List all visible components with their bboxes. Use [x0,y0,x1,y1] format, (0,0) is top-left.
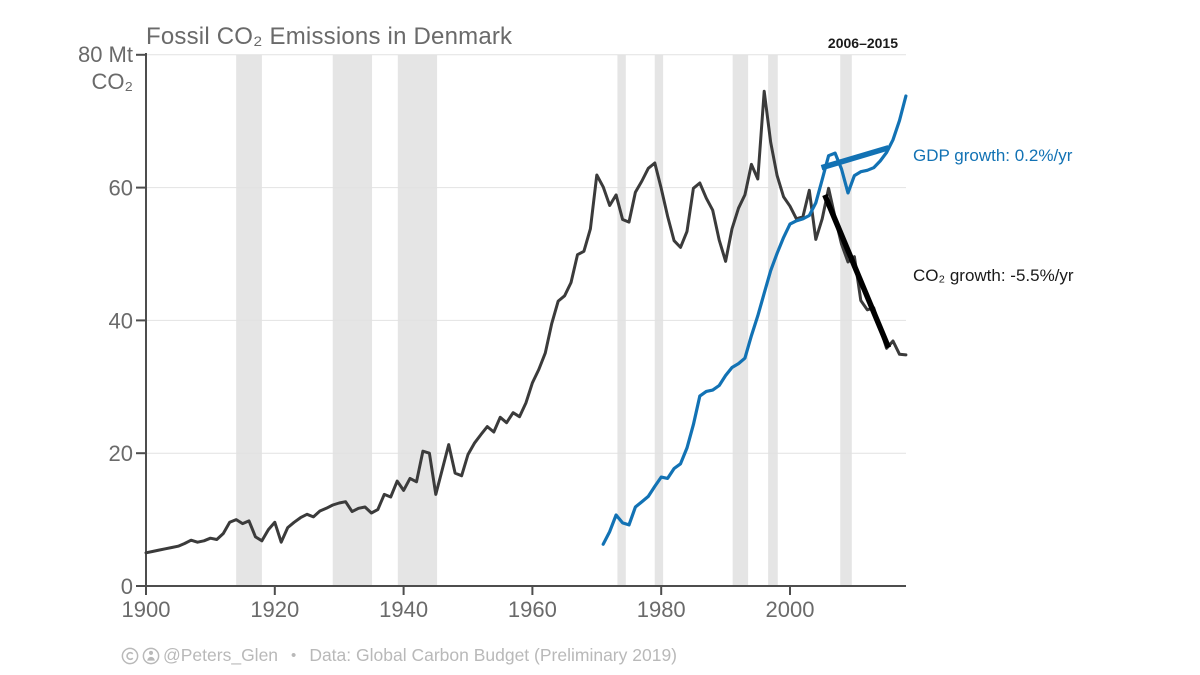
credit-separator: • [291,647,297,664]
cc-icon [121,647,139,664]
cc-by-icon [142,647,160,664]
y-axis-unit-line2: CO₂ [91,69,133,94]
co2-trend-line [822,193,892,349]
x-tick-label: 1920 [250,597,299,622]
gdp-growth-annotation: GDP growth: 0.2%/yr [913,146,1073,165]
y-axis-unit-label: 80 Mt CO₂ [30,41,133,95]
y-tick-label: 0 [121,574,133,599]
y-tick-label: 40 [109,308,133,333]
credit-footer: @Peters_Glen • Data: Global Carbon Budge… [121,645,677,666]
x-tick-label: 1980 [637,597,686,622]
x-tick-label: 2000 [766,597,815,622]
x-tick-label: 1940 [379,597,428,622]
co2-series-line [144,89,908,555]
x-tick-label: 1900 [122,597,171,622]
credit-handle: @Peters_Glen [163,645,279,665]
y-axis-unit-line1: 80 Mt [77,42,133,67]
trend-period-label: 2006–2015 [827,35,898,51]
co2-growth-annotation: CO₂ growth: -5.5%/yr [913,266,1074,285]
gdp-trend-line [820,145,890,171]
y-tick-label: 60 [109,176,133,201]
gdp-series-line [601,94,908,546]
y-tick-label: 20 [109,441,133,466]
chart-title: Fossil CO₂ Emissions in Denmark [146,23,513,50]
credit-source: Data: Global Carbon Budget (Preliminary … [309,645,678,665]
x-tick-label: 1960 [508,597,557,622]
